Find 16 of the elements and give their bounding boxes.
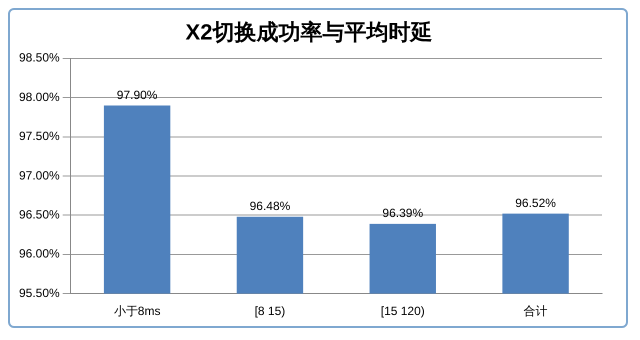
y-tick-label: 95.50% [18, 286, 60, 300]
y-tick-label: 97.50% [18, 129, 60, 144]
x-tick-label: 小于8ms [114, 304, 160, 318]
y-tick-label: 96.00% [18, 246, 60, 261]
data-label: 97.90% [116, 88, 158, 102]
x-tick-label: [8 15) [254, 304, 286, 318]
data-label: 96.39% [382, 206, 424, 220]
y-tick-label: 98.00% [18, 90, 60, 104]
x-tick-label: 合计 [524, 304, 548, 318]
chart-title: X2切换成功率与平均时延 [186, 19, 432, 44]
data-label: 96.52% [515, 196, 556, 210]
x-tick-label: [15 120) [380, 304, 425, 318]
y-tick-label: 98.50% [18, 50, 60, 65]
y-tick-label: 96.50% [18, 208, 60, 222]
data-label: 96.48% [250, 199, 291, 214]
y-tick-label: 97.00% [18, 168, 60, 182]
